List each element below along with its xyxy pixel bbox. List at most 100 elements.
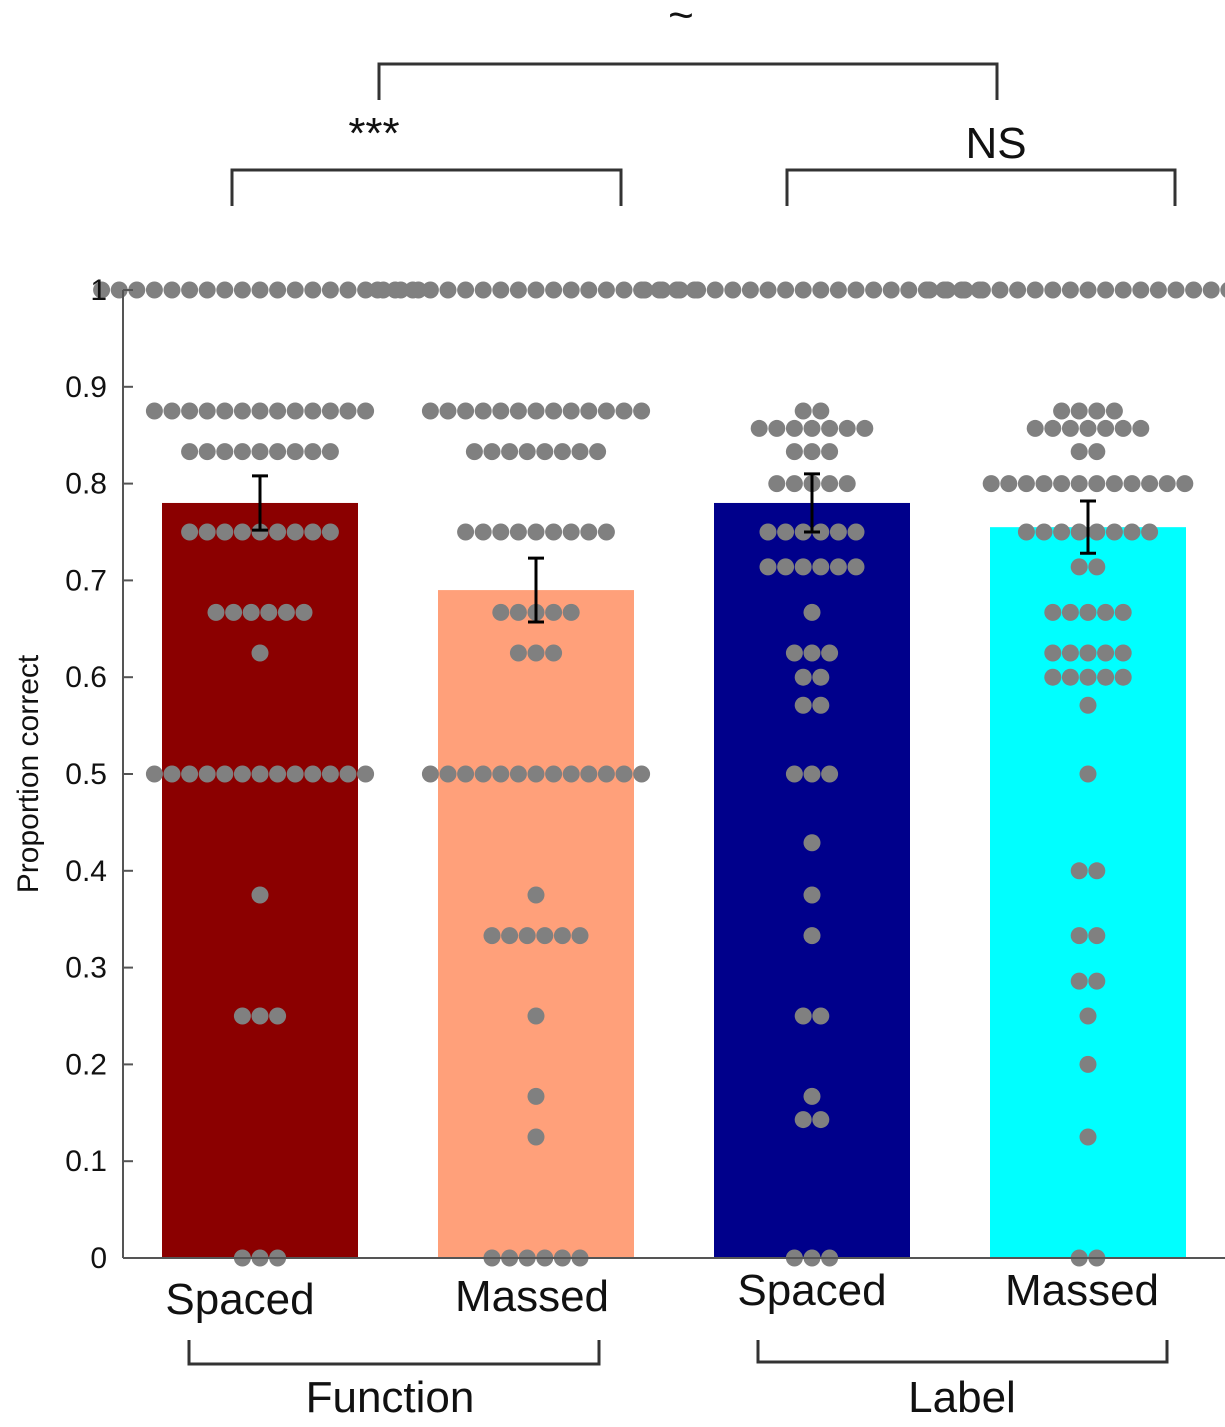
data-point — [794, 558, 812, 576]
data-point — [492, 402, 510, 420]
data-point — [269, 523, 287, 541]
data-point — [580, 402, 598, 420]
data-point — [439, 281, 457, 299]
group-bracket — [187, 1340, 601, 1366]
data-point — [1088, 972, 1106, 990]
data-point — [492, 281, 510, 299]
data-point — [785, 443, 803, 461]
data-point — [777, 523, 795, 541]
data-point — [803, 443, 821, 461]
data-point — [615, 281, 633, 299]
data-point — [1132, 281, 1150, 299]
data-point — [501, 927, 519, 945]
data-point — [483, 443, 501, 461]
category-label: Spaced — [165, 1275, 314, 1324]
data-point — [1053, 523, 1071, 541]
data-point — [1070, 402, 1088, 420]
bar-function-spaced — [162, 502, 358, 1259]
data-point — [251, 886, 269, 904]
data-point — [386, 281, 404, 299]
data-point — [562, 402, 580, 420]
data-point — [1123, 475, 1141, 493]
y-tick-label: 0.5 — [65, 758, 107, 791]
data-point — [145, 281, 163, 299]
data-point — [1141, 475, 1159, 493]
data-point — [233, 523, 251, 541]
data-point — [181, 765, 199, 783]
data-point — [838, 475, 856, 493]
data-point — [527, 886, 545, 904]
data-point — [938, 281, 956, 299]
data-point — [492, 523, 510, 541]
data-point — [483, 927, 501, 945]
data-point — [269, 281, 287, 299]
data-point — [527, 644, 545, 662]
data-point — [304, 402, 322, 420]
data-point — [260, 603, 278, 621]
data-point — [829, 281, 847, 299]
data-point — [509, 644, 527, 662]
data-point — [1097, 281, 1115, 299]
data-point — [474, 523, 492, 541]
data-point — [545, 765, 563, 783]
data-point — [794, 523, 812, 541]
data-point — [768, 419, 786, 437]
data-point — [251, 1007, 269, 1025]
data-point — [812, 1111, 830, 1129]
data-point — [295, 603, 313, 621]
data-point — [251, 402, 269, 420]
data-point — [545, 281, 563, 299]
data-point — [1176, 475, 1194, 493]
data-point — [1088, 475, 1106, 493]
data-point — [404, 281, 422, 299]
data-point — [286, 765, 304, 783]
significance-bracket — [377, 62, 999, 100]
data-point — [198, 443, 216, 461]
significance-label: ~ — [668, 0, 694, 40]
data-point — [615, 765, 633, 783]
data-point — [1202, 281, 1220, 299]
data-point — [1079, 668, 1097, 686]
data-point — [527, 1128, 545, 1146]
data-point — [821, 765, 839, 783]
data-point — [991, 281, 1009, 299]
data-point — [829, 558, 847, 576]
data-point — [821, 644, 839, 662]
data-point — [803, 603, 821, 621]
data-point — [457, 402, 475, 420]
data-point — [509, 402, 527, 420]
error-bars — [252, 472, 1096, 624]
data-point — [562, 603, 580, 621]
data-point — [1132, 419, 1150, 437]
data-point — [750, 419, 768, 437]
data-point — [527, 1087, 545, 1105]
data-point — [216, 765, 234, 783]
data-point — [457, 281, 475, 299]
data-point — [181, 402, 199, 420]
y-axis: 0 0.1 0.2 0.3 0.4 0.5 0.6 0.7 0.8 0.9 1 Proportion … — [12, 274, 1225, 1275]
data-point — [198, 765, 216, 783]
data-point — [1088, 927, 1106, 945]
data-point — [501, 443, 519, 461]
data-point — [1053, 475, 1071, 493]
data-point — [615, 402, 633, 420]
data-point — [856, 419, 874, 437]
data-point — [216, 523, 234, 541]
data-point — [803, 886, 821, 904]
data-point — [198, 402, 216, 420]
data-point — [1088, 862, 1106, 880]
data-point — [145, 402, 163, 420]
data-point — [1026, 281, 1044, 299]
x-axis-labels: Spaced Massed Spaced Massed Function Label — [165, 1266, 1169, 1422]
data-point — [562, 281, 580, 299]
data-point — [1070, 475, 1088, 493]
data-point — [225, 603, 243, 621]
category-label: Massed — [1005, 1266, 1159, 1315]
data-point — [597, 402, 615, 420]
data-point — [821, 443, 839, 461]
bars — [162, 502, 1186, 1259]
data-point — [553, 443, 571, 461]
data-point — [580, 765, 598, 783]
data-point — [562, 765, 580, 783]
data-point — [777, 281, 795, 299]
